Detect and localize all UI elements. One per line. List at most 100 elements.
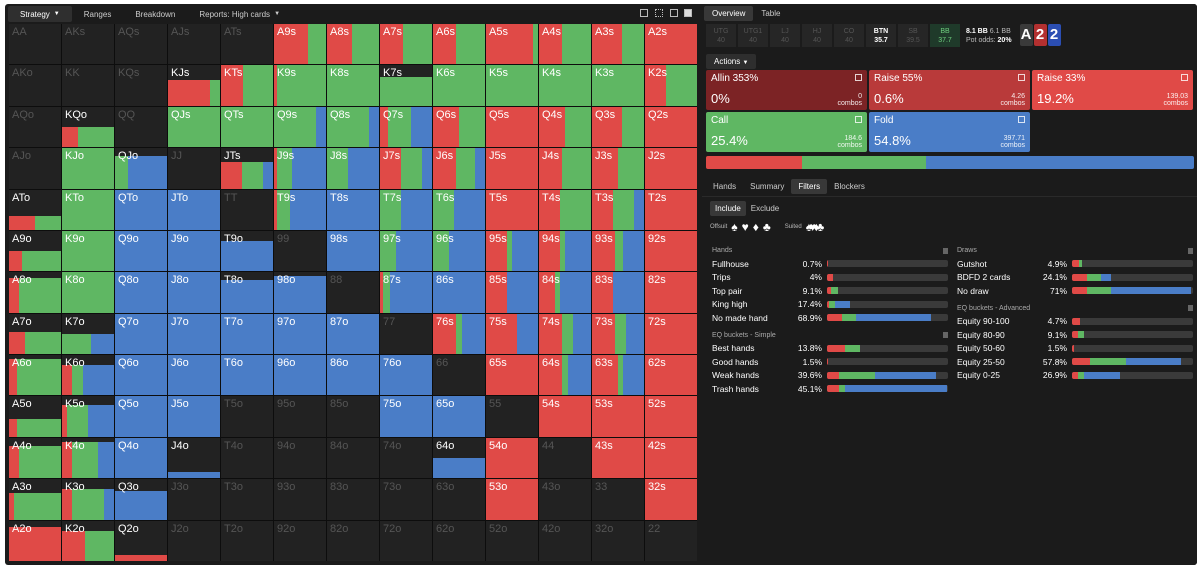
hand-cell[interactable]: T3o [221, 479, 273, 520]
hand-cell[interactable]: 75o [380, 396, 432, 437]
hand-cell[interactable]: TT [221, 189, 273, 230]
hand-cell[interactable]: K5o [62, 396, 114, 437]
hand-cell[interactable]: 86o [327, 355, 379, 396]
hand-cell[interactable]: 86s [433, 272, 485, 313]
hand-cell[interactable]: 82o [327, 520, 379, 561]
filter-row[interactable]: Trips 4% [712, 271, 948, 285]
hand-cell[interactable]: T5o [221, 396, 273, 437]
hand-cell[interactable]: 72s [645, 313, 697, 355]
hand-cell[interactable]: T4o [221, 437, 273, 479]
filter-row[interactable]: Equity 90-100 4.7% [957, 315, 1193, 329]
hand-cell[interactable]: K3o [62, 479, 114, 520]
hand-cell[interactable]: J5s [486, 148, 538, 189]
hand-cell[interactable]: 73o [380, 479, 432, 520]
expand-icon[interactable] [855, 116, 862, 123]
hand-cell[interactable]: 99 [274, 230, 326, 272]
hand-cell[interactable]: J4o [168, 437, 220, 479]
hand-cell[interactable]: 98o [274, 272, 326, 313]
hand-cell[interactable]: A5o [9, 396, 61, 437]
hand-cell[interactable]: A3s [592, 24, 644, 65]
hand-cell[interactable]: K7o [62, 313, 114, 355]
hand-cell[interactable]: T2o [221, 520, 273, 561]
hand-cell[interactable]: KJs [168, 65, 220, 106]
hand-cell[interactable]: 87s [380, 272, 432, 313]
hand-cell[interactable]: Q4s [539, 106, 591, 148]
filter-row[interactable]: Equity 25-50 57.8% [957, 355, 1193, 369]
hand-cell[interactable]: 43o [539, 479, 591, 520]
hand-cell[interactable]: Q6o [115, 355, 167, 396]
hand-cell[interactable]: 92s [645, 230, 697, 272]
hand-cell[interactable]: 85s [486, 272, 538, 313]
hand-cell[interactable]: 64s [539, 355, 591, 396]
hand-cell[interactable]: K9s [274, 65, 326, 106]
filter-row[interactable]: King high 17.4% [712, 298, 948, 312]
exclude-button[interactable]: Exclude [750, 204, 780, 213]
hand-cell[interactable]: 96s [433, 230, 485, 272]
hand-cell[interactable]: J2o [168, 520, 220, 561]
hand-cell[interactable]: A7o [9, 313, 61, 355]
hand-cell[interactable]: 32s [645, 479, 697, 520]
hand-cell[interactable]: KQs [115, 65, 167, 106]
hand-cell[interactable]: JTo [168, 189, 220, 230]
hand-cell[interactable]: 97s [380, 230, 432, 272]
hand-cell[interactable]: 84o [327, 437, 379, 479]
hand-cell[interactable]: 53s [592, 396, 644, 437]
hand-cell[interactable]: KK [62, 65, 114, 106]
heart-icon[interactable]: ♥ [741, 220, 749, 234]
hand-cell[interactable]: KJo [62, 148, 114, 189]
breakdown-tab[interactable]: Breakdown [123, 4, 187, 24]
filter-row[interactable]: Gutshot 4.9% [957, 257, 1193, 271]
action-box[interactable]: Allin 353% 0% 0 combos [706, 70, 867, 110]
hand-cell[interactable]: J3s [592, 148, 644, 189]
actions-dropdown[interactable]: Actions ▼ [706, 54, 757, 69]
hand-cell[interactable]: 52s [645, 396, 697, 437]
hand-cell[interactable]: A2s [645, 24, 697, 65]
hand-cell[interactable]: 44 [539, 437, 591, 479]
hand-cell[interactable]: A3o [9, 479, 61, 520]
hand-cell[interactable]: J9o [168, 230, 220, 272]
hand-cell[interactable]: T9o [221, 230, 273, 272]
filter-row[interactable]: BDFD 2 cards 24.1% [957, 271, 1193, 285]
hand-cell[interactable]: 93s [592, 230, 644, 272]
hand-cell[interactable]: Q8s [327, 106, 379, 148]
hand-cell[interactable]: AA [9, 24, 61, 65]
action-box[interactable]: Fold 54.8% 397.71 combos [869, 112, 1030, 152]
hand-cell[interactable]: 53o [486, 479, 538, 520]
tab-filters[interactable]: Filters [791, 179, 828, 194]
filter-row[interactable]: Equity 80-90 9.1% [957, 328, 1193, 342]
hand-cell[interactable]: J5o [168, 396, 220, 437]
diamond-icon[interactable]: ♦ [752, 220, 759, 234]
filter-row[interactable]: Trash hands 45.1% [712, 382, 948, 396]
hand-cell[interactable]: ATs [221, 24, 273, 65]
hand-cell[interactable]: J8o [168, 272, 220, 313]
hand-cell[interactable]: Q7o [115, 313, 167, 355]
hand-cell[interactable]: Q7s [380, 106, 432, 148]
hand-cell[interactable]: J7s [380, 148, 432, 189]
hand-cell[interactable]: 77 [380, 313, 432, 355]
action-box[interactable]: Call 25.4% 184.6 combos [706, 112, 867, 152]
hand-cell[interactable]: K3s [592, 65, 644, 106]
hand-cell[interactable]: K2s [645, 65, 697, 106]
hand-cell[interactable]: 96o [274, 355, 326, 396]
hand-cell[interactable]: J8s [327, 148, 379, 189]
include-button[interactable]: Include [710, 201, 746, 216]
hand-cell[interactable]: 63o [433, 479, 485, 520]
hand-cell[interactable]: 65s [486, 355, 538, 396]
hand-cell[interactable]: T5s [486, 189, 538, 230]
hand-cell[interactable]: Q9s [274, 106, 326, 148]
hand-cell[interactable]: 74s [539, 313, 591, 355]
hand-cell[interactable]: Q6s [433, 106, 485, 148]
hand-cell[interactable]: K6o [62, 355, 114, 396]
hand-cell[interactable]: J7o [168, 313, 220, 355]
hand-cell[interactable]: J6s [433, 148, 485, 189]
tab-hands[interactable]: Hands [713, 182, 737, 191]
filter-row[interactable]: Equity 0-25 26.9% [957, 369, 1193, 383]
hand-cell[interactable]: 94o [274, 437, 326, 479]
club-icon[interactable]: ♣ [762, 220, 771, 234]
hand-cell[interactable]: 94s [539, 230, 591, 272]
hand-cell[interactable]: 54s [539, 396, 591, 437]
collapse-icon[interactable] [1188, 247, 1193, 254]
hand-cell[interactable]: K4s [539, 65, 591, 106]
hand-cell[interactable]: Q4o [115, 437, 167, 479]
hand-cell[interactable]: Q3o [115, 479, 167, 520]
